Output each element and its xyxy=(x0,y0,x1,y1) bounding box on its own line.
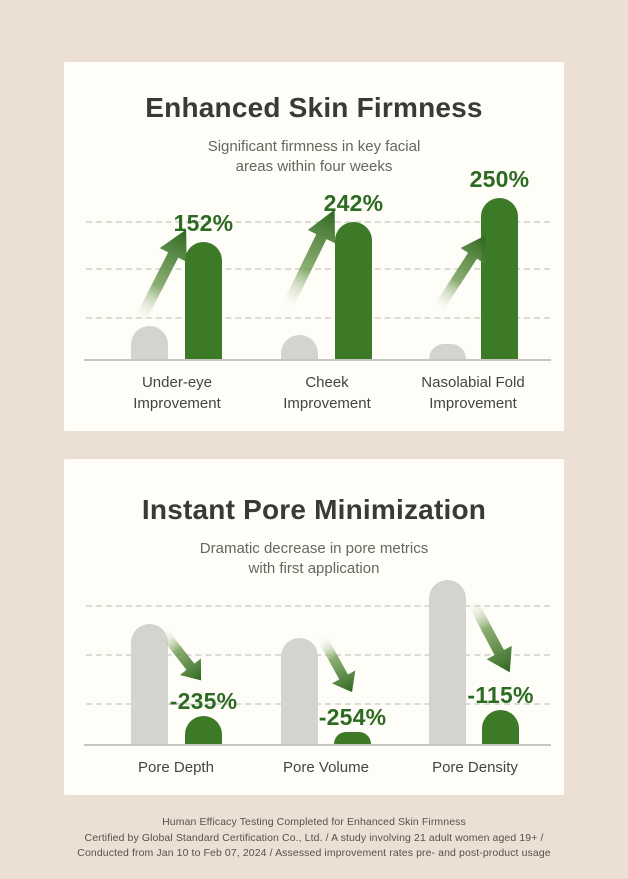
category-label: Nasolabial Fold Improvement xyxy=(421,372,524,414)
chart-title: Instant Pore Minimization xyxy=(141,494,487,525)
category-label-line: Improvement xyxy=(283,395,371,412)
category-label-line: Cheek xyxy=(305,374,349,391)
trend-down-arrow-icon xyxy=(458,594,524,680)
category-label-line: Improvement xyxy=(429,395,517,412)
trend-up-arrow-icon xyxy=(425,226,500,317)
category-label-line: Under-eye xyxy=(141,374,213,391)
bar-after-green xyxy=(335,222,372,359)
category-label: Pore Depth xyxy=(138,757,214,778)
gridline xyxy=(86,317,550,319)
category-label: Pore Volume xyxy=(283,757,369,778)
trend-down-arrow-icon xyxy=(309,631,365,700)
bar-after-green xyxy=(185,242,222,359)
category-label-line: Pore Density xyxy=(432,759,518,776)
value-label: -254% xyxy=(318,704,387,730)
chart-subtitle: Dramatic decrease in pore metrics with f… xyxy=(64,539,564,579)
disclaimer-footer: Human Efficacy Testing Completed for Enh… xyxy=(0,815,628,862)
value-label: 152% xyxy=(173,210,234,236)
gridline xyxy=(86,605,550,607)
trend-up-arrow-icon xyxy=(125,222,202,328)
bar-after-green xyxy=(334,732,371,744)
firmness-panel: Enhanced Skin Firmness Significant firmn… xyxy=(64,62,564,431)
chart-subtitle-line: areas within four weeks xyxy=(235,158,393,175)
category-label-line: Improvement xyxy=(133,395,221,412)
category-label-line: Nasolabial Fold xyxy=(421,374,525,391)
axis-baseline xyxy=(84,744,551,746)
bar-before-gray xyxy=(429,580,466,744)
chart-subtitle-line: with first application xyxy=(248,560,380,577)
chart-subtitle-line: Significant firmness in key facial xyxy=(207,138,421,155)
bar-after-green xyxy=(481,198,518,359)
chart-title: Enhanced Skin Firmness xyxy=(145,92,483,123)
pore-chart: -235% Pore Depth -254% Pore Volume -115% Po… xyxy=(64,459,564,795)
value-label: -115% xyxy=(467,682,534,708)
bar-before-gray xyxy=(131,624,168,744)
gridline xyxy=(86,703,550,705)
category-label: Cheek Improvement xyxy=(283,372,371,414)
category-label: Under-eye Improvement xyxy=(133,372,221,414)
pore-panel: Instant Pore Minimization Dramatic decre… xyxy=(64,459,564,795)
bar-after-green xyxy=(482,710,519,744)
bar-before-gray xyxy=(281,335,318,359)
gridline xyxy=(86,268,550,270)
bar-after-green xyxy=(185,716,222,744)
gridline xyxy=(86,654,550,656)
value-label: 250% xyxy=(469,166,530,192)
trend-up-arrow-icon xyxy=(272,202,350,314)
axis-baseline xyxy=(84,359,551,361)
bar-before-gray xyxy=(281,638,318,744)
bar-before-gray xyxy=(131,326,168,359)
chart-subtitle-line: Dramatic decrease in pore metrics xyxy=(199,540,429,557)
footer-line: Conducted from Jan 10 to Feb 07, 2024 / … xyxy=(77,847,551,859)
category-label: Pore Density xyxy=(432,757,518,778)
value-label: 242% xyxy=(323,190,384,216)
category-label-line: Pore Volume xyxy=(283,759,369,776)
firmness-chart: 152% Under-eye Improvement 242% Cheek Improv… xyxy=(64,62,564,431)
bar-before-gray xyxy=(429,344,466,359)
category-label-line: Pore Depth xyxy=(138,759,214,776)
value-label: -235% xyxy=(169,688,238,714)
footer-line: Certified by Global Standard Certificati… xyxy=(84,831,544,844)
gridline xyxy=(86,221,550,223)
footer-line: Human Efficacy Testing Completed for Enh… xyxy=(162,816,466,828)
chart-subtitle: Significant firmness in key facial areas… xyxy=(64,137,564,177)
trend-down-arrow-icon xyxy=(151,622,213,689)
